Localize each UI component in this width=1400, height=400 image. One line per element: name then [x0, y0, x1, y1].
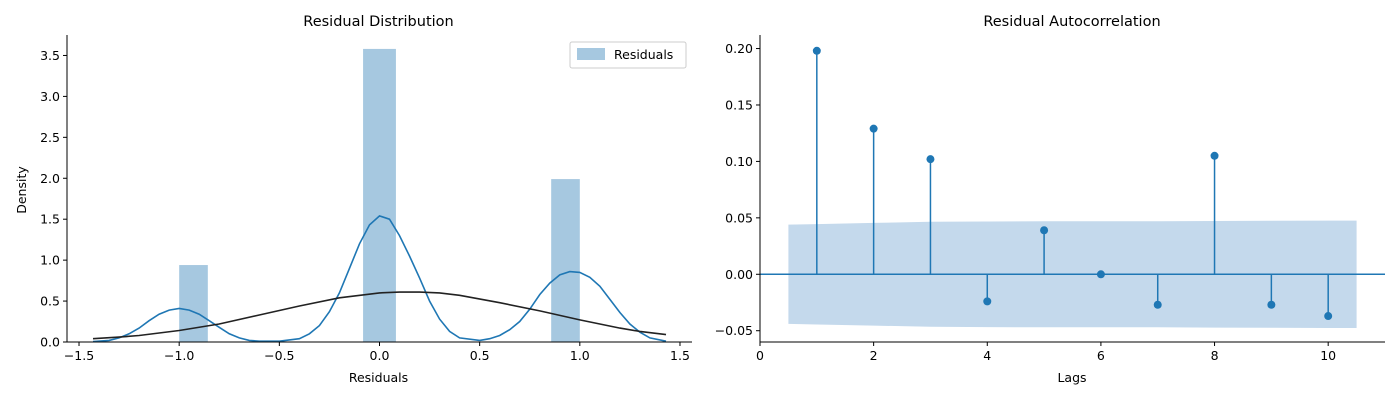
- kde-line: [92, 214, 667, 343]
- acf-point-3: [926, 155, 935, 164]
- acf-point-7: [1153, 300, 1162, 309]
- plot-area: −1.5 −1.0 −0.5 0.0 0.5 1.0 1.5 0.0 0.5 1.0 1.5 2.0 2…: [40, 35, 692, 363]
- y-tick-label: 1.5: [40, 212, 60, 227]
- y-tick-label: 0.05: [725, 210, 753, 225]
- x-axis-label: Residuals: [349, 370, 408, 385]
- x-tick-label: 1.0: [570, 348, 590, 363]
- acf-point-1: [812, 46, 821, 55]
- acf-point-2: [869, 124, 878, 133]
- y-tick-label: 2.5: [40, 130, 60, 145]
- x-tick-label: 2: [870, 348, 878, 363]
- x-tick-label: 4: [983, 348, 991, 363]
- x-tick-label: −1.5: [64, 348, 94, 363]
- legend: Residuals: [569, 41, 687, 69]
- x-tick-label: 6: [1097, 348, 1105, 363]
- y-tick-label: 0.00: [725, 267, 753, 282]
- acf-point-4: [983, 297, 992, 306]
- residual-distribution-chart: Residual Distribution Residuals Density …: [14, 14, 692, 385]
- y-tick-label: 0.5: [40, 294, 60, 309]
- y-axis-label: Density: [14, 166, 29, 214]
- y-tick-label: −0.05: [715, 323, 753, 338]
- legend-entry: Residuals: [614, 47, 673, 62]
- acf-point-5: [1040, 226, 1049, 235]
- acf-point-8: [1210, 151, 1219, 160]
- y-tick-label: 0.15: [725, 97, 753, 112]
- x-tick-label: −1.0: [164, 348, 194, 363]
- histogram-bar-2: [551, 179, 580, 342]
- x-tick-label: 8: [1211, 348, 1219, 363]
- x-tick-label: −0.5: [264, 348, 294, 363]
- x-tick-label: 0.5: [470, 348, 490, 363]
- legend-swatch: [577, 48, 605, 60]
- histogram-bar-1: [363, 48, 396, 343]
- residual-autocorrelation-chart: Residual Autocorrelation Lags 0 2 4 6 8 10 −0.…: [715, 14, 1385, 385]
- x-tick-label: 0: [756, 348, 764, 363]
- y-tick-label: 1.0: [40, 253, 60, 268]
- x-axis-label: Lags: [1057, 370, 1086, 385]
- y-tick-label: 0.0: [40, 335, 60, 350]
- y-tick-label: 3.5: [40, 48, 60, 63]
- chart-title: Residual Distribution: [303, 14, 453, 30]
- normal-fit-line: [92, 291, 667, 340]
- y-tick-label: 0.10: [725, 154, 753, 169]
- acf-point-9: [1267, 300, 1276, 309]
- x-tick-label: 1.5: [670, 348, 690, 363]
- acf-point-6: [1096, 270, 1105, 279]
- y-tick-label: 0.20: [725, 41, 753, 56]
- x-tick-label: 0.0: [370, 348, 390, 363]
- chart-title: Residual Autocorrelation: [983, 14, 1160, 30]
- acf-point-10: [1324, 312, 1333, 321]
- y-tick-label: 3.0: [40, 89, 60, 104]
- x-tick-label: 10: [1320, 348, 1336, 363]
- plot-area: 0 2 4 6 8 10 −0.05 0.00 0.05 0.10 0.15 0.20: [715, 35, 1385, 363]
- y-tick-label: 2.0: [40, 171, 60, 186]
